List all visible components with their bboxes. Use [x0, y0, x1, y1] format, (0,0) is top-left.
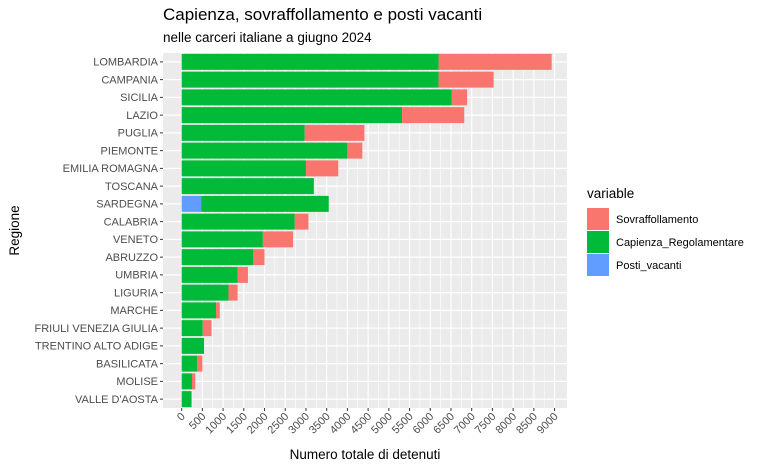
bar-capienza-regolamentare: [181, 53, 439, 70]
x-tick-label: 5500: [390, 411, 416, 437]
bar-capienza-regolamentare: [181, 71, 439, 88]
legend-label-posti-vacanti: Posti_vacanti: [616, 260, 681, 272]
y-tick-label: SICILIA: [120, 92, 159, 104]
x-tick-label: 2000: [245, 411, 271, 437]
y-tick-label: VENETO: [113, 234, 158, 246]
bar-capienza-regolamentare: [181, 249, 254, 266]
bar-sovraffollamento: [253, 249, 265, 266]
bar-sovraffollamento: [202, 320, 212, 337]
bar-capienza-regolamentare: [181, 302, 217, 319]
bar-capienza-regolamentare: [181, 89, 452, 106]
x-tick-label: 7000: [452, 411, 478, 437]
y-tick-label: VALLE D'AOSTA: [75, 394, 159, 406]
bar-capienza-regolamentare: [181, 107, 403, 124]
bar-sovraffollamento: [228, 284, 238, 301]
y-tick-label: LOMBARDIA: [93, 57, 158, 69]
legend-title: variable: [587, 186, 634, 201]
x-tick-label: 4500: [348, 411, 374, 437]
y-tick-label: FRIULI VENEZIA GIULIA: [35, 323, 159, 335]
y-tick-label: TRENTINO ALTO ADIGE: [35, 341, 158, 353]
y-tick-label: TOSCANA: [105, 181, 159, 193]
bar-sovraffollamento: [305, 160, 339, 177]
x-axis-title: Numero totale di detenuti: [290, 447, 441, 462]
bar-capienza-regolamentare: [181, 337, 205, 354]
x-tick-label: 3000: [286, 411, 312, 437]
x-tick-label: 4000: [328, 411, 354, 437]
y-tick-label: MARCHE: [110, 305, 158, 317]
x-tick-label: 2500: [266, 411, 292, 437]
bar-sovraffollamento: [216, 302, 220, 319]
bar-capienza-regolamentare: [181, 355, 197, 372]
bars: [181, 53, 552, 408]
bar-sovraffollamento: [347, 142, 363, 159]
bar-sovraffollamento: [451, 89, 468, 106]
legend-key-sovraffollamento: [587, 208, 609, 230]
chart-title: Capienza, sovraffollamento e posti vacan…: [163, 5, 482, 24]
y-axis-title: Regione: [7, 205, 22, 255]
bar-capienza-regolamentare: [181, 231, 263, 248]
bar-sovraffollamento: [237, 266, 248, 283]
bar-sovraffollamento: [402, 107, 465, 124]
x-tick-label: 8000: [493, 411, 519, 437]
bar-posti-vacanti: [181, 195, 202, 212]
bar-capienza-regolamentare: [181, 373, 193, 390]
bar-capienza-regolamentare: [181, 284, 229, 301]
bar-sovraffollamento: [304, 124, 365, 141]
y-tick-label: MOLISE: [116, 376, 158, 388]
legend-key-capienza-regolamentare: [587, 231, 609, 253]
x-tick-label: 7500: [473, 411, 499, 437]
y-tick-label: UMBRIA: [115, 270, 158, 282]
x-tick-label: 5000: [369, 411, 395, 437]
x-tick-label: 6000: [411, 411, 437, 437]
bar-capienza-regolamentare: [181, 124, 305, 141]
y-tick-labels: LOMBARDIA CAMPANIA SICILIA LAZIO PUGLIA PIEMO…: [35, 57, 163, 406]
bar-sovraffollamento: [438, 71, 494, 88]
bar-sovraffollamento: [294, 213, 309, 230]
y-tick-label: CAMPANIA: [101, 74, 158, 86]
bar-capienza-regolamentare: [181, 391, 192, 408]
legend-key-posti-vacanti: [587, 254, 609, 276]
bar-capienza-regolamentare: [181, 142, 348, 159]
legend: variable Sovraffollamento Capienza_Regola…: [587, 186, 744, 276]
y-tick-label: SARDEGNA: [96, 199, 158, 211]
bar-sovraffollamento: [196, 355, 203, 372]
bar-sovraffollamento: [438, 53, 552, 70]
y-tick-label: PUGLIA: [118, 128, 159, 140]
x-tick-label: 8500: [514, 411, 540, 437]
legend-label-capienza-regolamentare: Capienza_Regolamentare: [616, 237, 744, 249]
chart-subtitle: nelle carceri italiane a giugno 2024: [163, 30, 372, 45]
y-tick-label: ABRUZZO: [105, 252, 158, 264]
x-tick-label: 1500: [224, 411, 250, 437]
y-tick-label: LIGURIA: [114, 287, 159, 299]
x-tick-label: 9000: [535, 411, 561, 437]
x-tick-label: 6500: [431, 411, 457, 437]
bar-capienza-regolamentare: [181, 213, 295, 230]
bar-capienza-regolamentare: [181, 160, 306, 177]
y-tick-label: CALABRIA: [104, 216, 159, 228]
y-tick-label: BASILICATA: [96, 358, 159, 370]
legend-label-sovraffollamento: Sovraffollamento: [616, 214, 698, 226]
bar-sovraffollamento: [192, 373, 196, 390]
y-tick-label: PIEMONTE: [101, 145, 158, 157]
bar-capienza-regolamentare: [181, 266, 238, 283]
x-tick-labels: 0 500100015002000250030003500400045005000…: [175, 408, 561, 436]
bar-sovraffollamento: [262, 231, 294, 248]
x-tick-label: 0: [175, 411, 188, 424]
x-tick-label: 3500: [307, 411, 333, 437]
bar-capienza-regolamentare: [201, 195, 329, 212]
y-tick-label: EMILIA ROMAGNA: [63, 163, 159, 175]
bar-capienza-regolamentare: [181, 320, 203, 337]
x-tick-label: 1000: [203, 411, 229, 437]
y-tick-label: LAZIO: [126, 110, 158, 122]
bar-capienza-regolamentare: [181, 178, 314, 195]
